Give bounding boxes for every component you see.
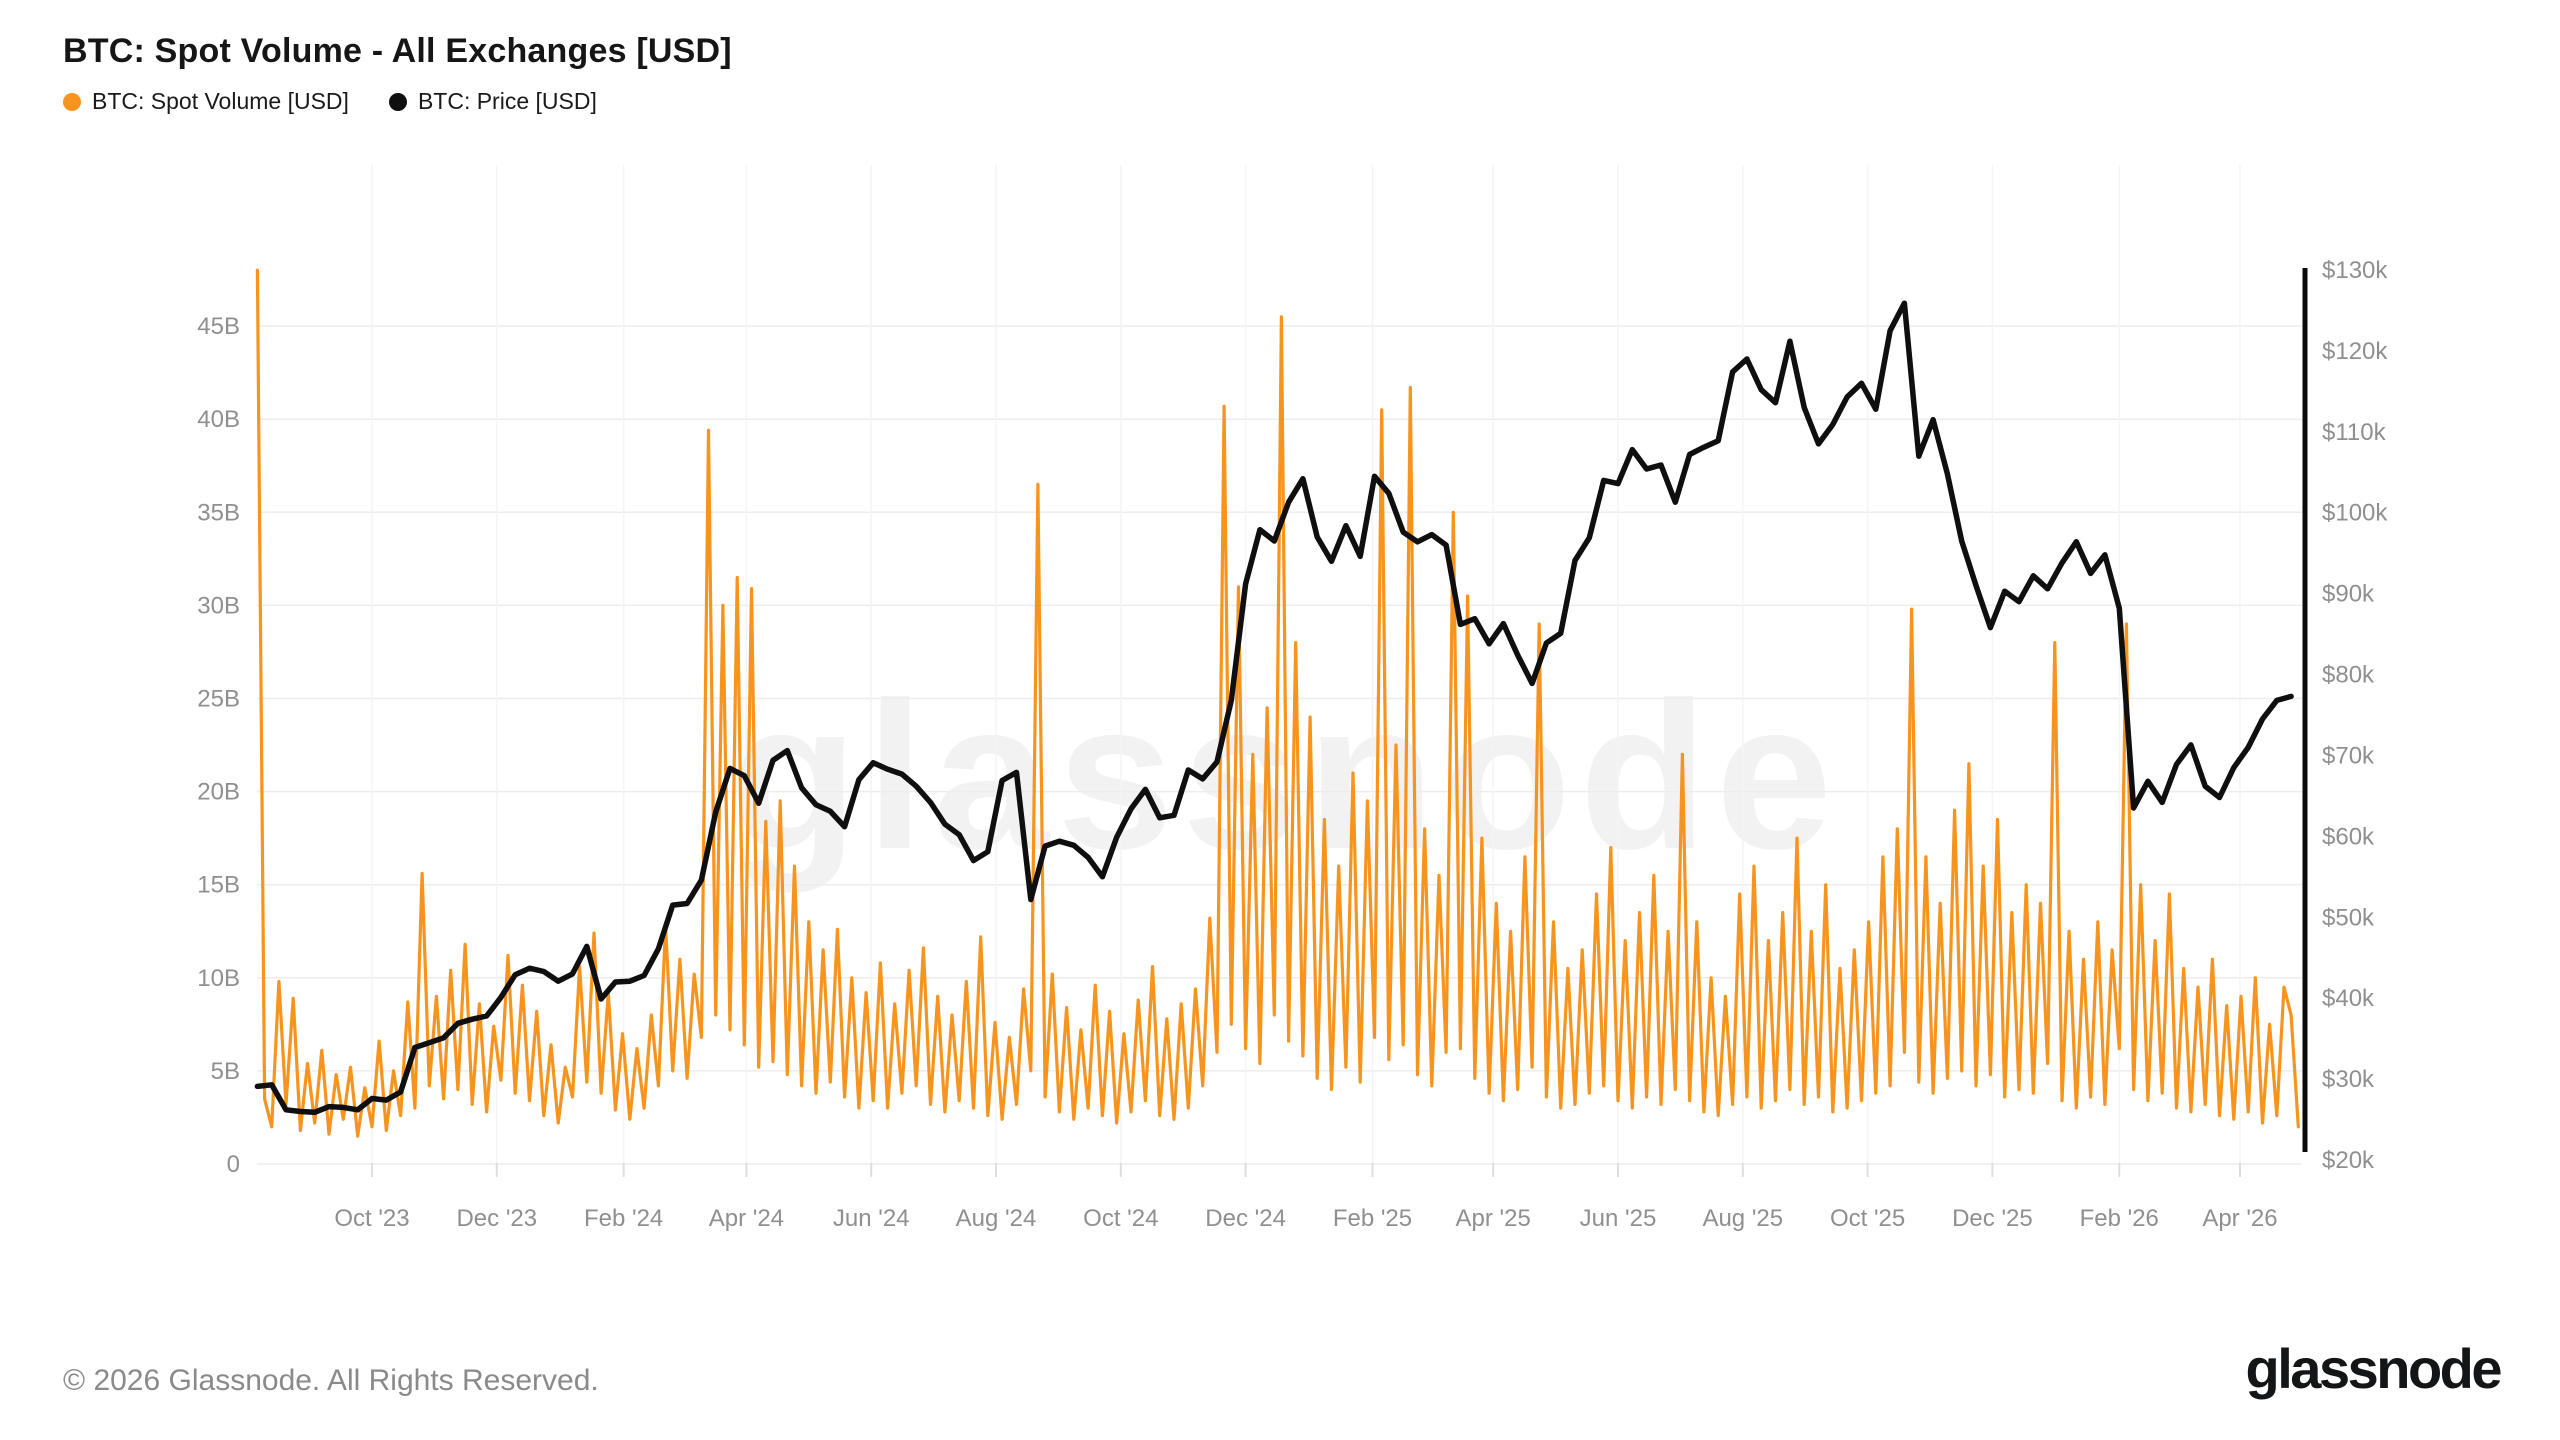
left-axis-tick-label: 40B	[197, 406, 240, 433]
gridlines	[257, 165, 2302, 1177]
legend: BTC: Spot Volume [USD] BTC: Price [USD]	[63, 88, 597, 115]
x-axis-tick-label: Apr '26	[2202, 1205, 2277, 1232]
right-axis-tick-label: $100k	[2322, 500, 2388, 527]
x-axis-tick-label: Feb '26	[2080, 1205, 2159, 1232]
right-axis-tick-label: $30k	[2322, 1066, 2375, 1093]
left-axis-tick-label: 0	[227, 1151, 240, 1178]
legend-item-price[interactable]: BTC: Price [USD]	[388, 88, 597, 115]
volume-legend-dot-icon	[63, 92, 81, 111]
x-axis-tick-label: Feb '24	[584, 1205, 663, 1232]
right-axis-tick-label: $50k	[2322, 904, 2375, 931]
x-axis-tick-label: Aug '25	[1702, 1205, 1783, 1232]
volume-series-line	[255, 268, 2300, 1138]
x-axis-tick-label: Dec '23	[456, 1205, 537, 1232]
x-axis-tick-label: Oct '24	[1083, 1205, 1158, 1232]
x-axis-tick-label: Apr '24	[709, 1205, 784, 1232]
x-axis-tick-label: Jun '24	[833, 1205, 910, 1232]
x-axis-tick-label: Dec '24	[1205, 1205, 1286, 1232]
right-axis-tick-label: $40k	[2322, 985, 2375, 1012]
right-axis-tick-label: $20k	[2322, 1147, 2375, 1174]
legend-label-spot-volume: BTC: Spot Volume [USD]	[92, 88, 349, 114]
left-axis-tick-label: 45B	[197, 313, 240, 340]
right-axis-tick-label: $70k	[2322, 742, 2375, 769]
left-axis-tick-label: 35B	[197, 499, 240, 526]
footer-copyright: © 2026 Glassnode. All Rights Reserved.	[63, 1364, 599, 1397]
right-axis-tick-label: $80k	[2322, 662, 2375, 689]
x-axis-tick-label: Jun '25	[1580, 1205, 1657, 1232]
x-axis-tick-label: Aug '24	[956, 1205, 1037, 1232]
left-axis-tick-label: 25B	[197, 686, 240, 713]
legend-label-price: BTC: Price [USD]	[417, 88, 597, 114]
x-axis-tick-label: Oct '25	[1830, 1205, 1905, 1232]
watermark: glassnode	[730, 658, 1841, 893]
price-legend-dot-icon	[388, 92, 407, 111]
right-axis-tick-label: $90k	[2322, 581, 2375, 608]
right-axis-tick-label: $110k	[2322, 419, 2387, 446]
price-series-line	[254, 300, 2294, 1116]
x-axis-tick-label: Dec '25	[1952, 1205, 2033, 1232]
left-axis-tick-label: 15B	[197, 872, 240, 899]
left-axis-tick-label: 10B	[197, 965, 240, 992]
right-axis-tick-label: $60k	[2322, 823, 2375, 850]
legend-item-spot-volume[interactable]: BTC: Spot Volume [USD]	[63, 88, 349, 115]
right-axis-labels: $130k $120k $110k $100k $90k $80k $70k $60k $50k…	[2322, 257, 2388, 1174]
page-title: BTC: Spot Volume - All Exchanges [USD]	[63, 32, 732, 70]
right-axis-tick-label: $120k	[2322, 338, 2388, 365]
left-axis-tick-label: 20B	[197, 779, 240, 806]
x-axis-tick-label: Oct '23	[334, 1205, 409, 1232]
left-axis-tick-label: 30B	[197, 592, 240, 619]
left-axis-labels: 45B 40B 35B 30B 25B 20B 15B 10B 5B 0	[197, 313, 240, 1178]
x-axis-tick-label: Feb '25	[1333, 1205, 1412, 1232]
left-axis-tick-label: 5B	[211, 1058, 240, 1085]
glassnode-logo: glassnode	[2245, 1337, 2503, 1400]
x-axis-tick-label: Apr '25	[1456, 1205, 1531, 1232]
x-axis-labels: Oct '23 Dec '23 Feb '24 Apr '24 Jun '24 Aug '…	[334, 1205, 2277, 1232]
right-axis-tick-label: $130k	[2322, 257, 2388, 284]
